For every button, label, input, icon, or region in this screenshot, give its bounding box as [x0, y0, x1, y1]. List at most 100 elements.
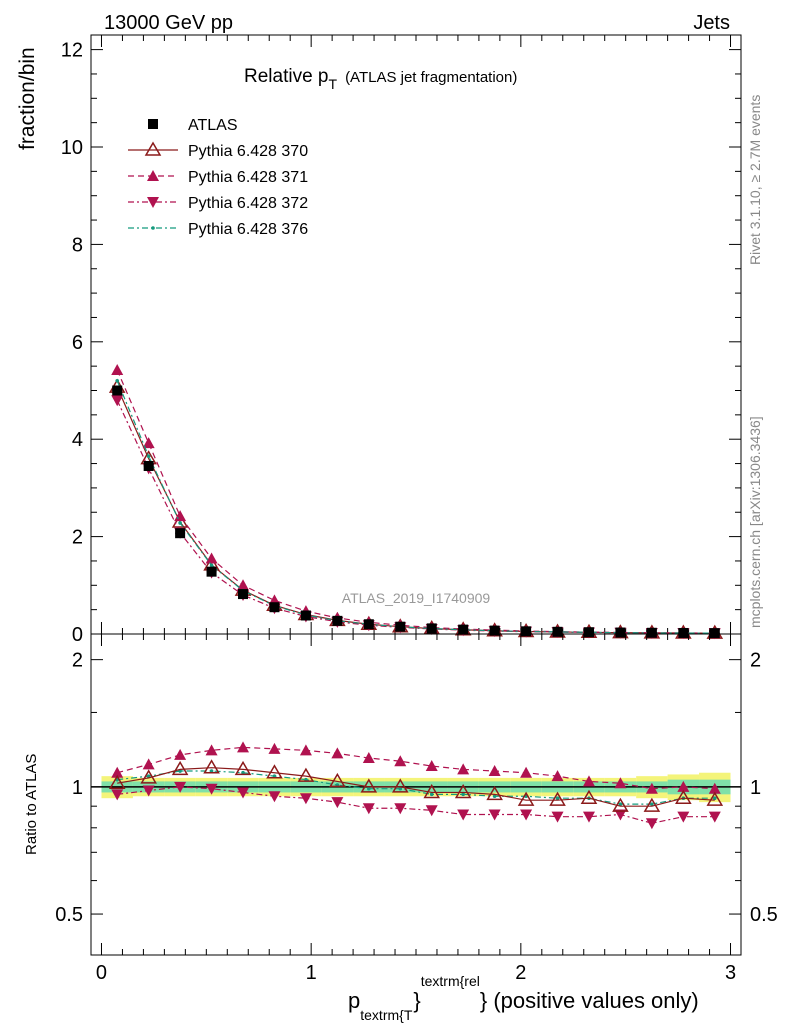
atlas-point — [238, 589, 249, 600]
x-tick-label: 0 — [96, 962, 107, 984]
legend-entry-atlas: ATLAS — [148, 117, 238, 134]
ratio-series-point — [461, 792, 465, 797]
ratio-series-point — [423, 783, 441, 799]
atlas-point — [426, 623, 437, 634]
ratio-panel: 0.5 0.5 1 1 2 2 0 1 2 3 — [55, 633, 778, 984]
atlas-point — [583, 627, 594, 638]
atlas-point — [206, 566, 217, 577]
ratio-series-line — [117, 770, 715, 805]
ratio-series-line — [117, 746, 715, 790]
legend-marker — [147, 197, 159, 208]
series-point — [115, 378, 120, 383]
main-ytick-label: 12 — [61, 40, 83, 62]
ratio-ytick-label-right: 2 — [750, 650, 761, 672]
ratio-series-point — [712, 796, 717, 801]
ratio-series-point — [618, 802, 623, 806]
chart-title: Relative pT (ATLAS jet fragmentation) — [244, 66, 517, 92]
ratio-series-point — [555, 796, 560, 801]
atlas-point — [300, 610, 311, 621]
ratio-series-point — [111, 766, 124, 778]
atlas-point — [395, 621, 406, 632]
ratio-series-point — [457, 809, 470, 821]
ratio-series-line — [117, 767, 715, 807]
atlas-point — [709, 628, 720, 639]
ratio-series-line — [117, 786, 715, 824]
atlas-point — [646, 627, 657, 638]
main-y-axis-label: fraction/bin — [16, 47, 39, 150]
ratio-series-point — [142, 758, 155, 770]
ratio-series-point — [203, 759, 220, 774]
x-axis-label-sup: textrm{rel — [421, 973, 480, 989]
series-line — [116, 380, 715, 634]
legend-marker — [151, 226, 155, 230]
ratio-series-point — [266, 764, 283, 779]
ratio-series-point — [111, 789, 124, 801]
x-axis-label-sub: textrm{T — [360, 1007, 413, 1023]
ratio-series-point — [331, 747, 344, 759]
ratio-series-point — [677, 780, 690, 792]
main-ytick-label: 6 — [72, 332, 83, 354]
mcplots-label: mcplots.cern.ch [arXiv:1306.3436] — [747, 416, 763, 628]
header-energy-label: 13000 GeV pp — [104, 12, 233, 34]
legend-marker — [147, 170, 159, 181]
atlas-point — [269, 602, 280, 613]
ratio-series-point — [237, 787, 250, 799]
x-axis-label-brace: } — [413, 988, 420, 1013]
ratio-series-point — [677, 811, 690, 823]
ratio-series-point — [650, 802, 654, 806]
legend-label: Pythia 6.428 376 — [188, 221, 308, 238]
ratio-series-point — [614, 777, 627, 789]
ratio-series-point — [643, 797, 661, 812]
x-tick-label: 2 — [515, 962, 526, 984]
chart-title-paren: (ATLAS jet fragmentation) — [345, 69, 517, 86]
legend: ATLAS Pythia 6.428 370 Pythia 6.428 371 Pyt… — [128, 117, 308, 238]
ratio-series-point — [429, 792, 434, 797]
main-ytick-label: 8 — [72, 234, 83, 256]
atlas-point — [332, 615, 343, 626]
ratio-series-point — [209, 769, 214, 773]
ratio-series-point — [582, 775, 595, 787]
ratio-series-point — [425, 760, 438, 772]
ratio-series-point — [299, 744, 312, 756]
ratio-series-point — [142, 785, 155, 797]
ratio-series-point — [549, 791, 566, 806]
atlas-point — [175, 528, 186, 539]
ratio-ytick-label: 2 — [72, 650, 83, 672]
ratio-series-point — [492, 794, 497, 799]
series-point — [146, 454, 151, 459]
series-point — [142, 437, 155, 449]
ratio-series-point — [174, 781, 187, 793]
series-point — [111, 364, 124, 376]
x-axis-label-tail: } (positive values only) — [480, 988, 699, 1013]
series-point — [237, 579, 250, 591]
ratio-series-point — [708, 782, 721, 794]
series-point — [205, 552, 218, 564]
ratio-series-point — [425, 805, 438, 817]
x-axis-label: ptextrm{T}textrm{rel} (positive values o… — [348, 973, 699, 1023]
main-panel: 0 2 4 6 8 10 12 — [61, 34, 742, 646]
legend-label: Pythia 6.428 372 — [188, 195, 308, 212]
ratio-ytick-label-right: 0.5 — [750, 904, 778, 926]
legend-label: Pythia 6.428 371 — [188, 169, 308, 186]
main-ytick-label: 10 — [61, 137, 83, 159]
ratio-series-point — [205, 744, 218, 756]
ratio-series-point — [614, 809, 627, 821]
ratio-series-point — [708, 811, 721, 823]
ratio-series-point — [362, 752, 375, 764]
ratio-series-point — [645, 782, 658, 794]
ratio-series-point — [140, 769, 157, 784]
ratio-series-371 — [111, 741, 721, 794]
ratio-ytick-label: 0.5 — [55, 904, 83, 926]
x-tick-label: 3 — [725, 962, 736, 984]
atlas-point — [489, 625, 500, 636]
ratio-series-point — [580, 789, 598, 804]
ratio-series-point — [488, 765, 501, 777]
series-point — [209, 563, 214, 568]
atlas-point — [678, 627, 689, 638]
ratio-series-point — [362, 803, 375, 815]
ratio-series-point — [488, 809, 501, 821]
ratio-series-point — [174, 748, 187, 760]
ratio-series-point — [675, 789, 692, 804]
ratio-series-372 — [111, 781, 721, 830]
